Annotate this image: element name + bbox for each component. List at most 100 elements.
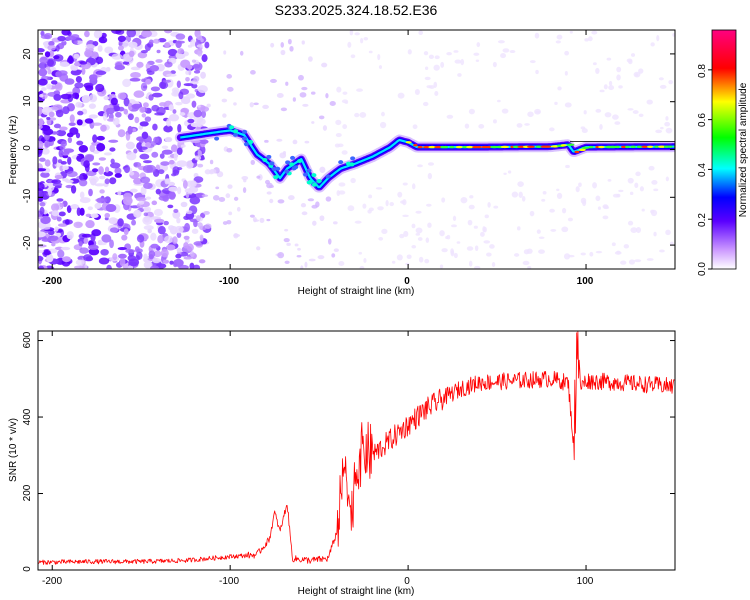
signal-blob [325, 174, 331, 179]
noise-blob [90, 213, 99, 218]
noise-blob [79, 247, 89, 254]
noise-blob [222, 113, 227, 118]
noise-blob [285, 81, 289, 86]
noise-blob [70, 66, 79, 71]
snr-xtick-0: 0 [404, 576, 410, 587]
noise-blob [64, 78, 75, 85]
noise-blob [103, 152, 112, 156]
noise-blob [38, 124, 43, 130]
noise-blob [73, 40, 78, 45]
noise-blob [628, 259, 636, 265]
noise-blob [123, 108, 129, 115]
noise-blob [476, 42, 481, 48]
noise-blob [87, 206, 93, 211]
noise-blob [638, 113, 644, 118]
noise-blob [78, 241, 83, 247]
noise-blob [117, 45, 124, 51]
noise-blob [51, 210, 60, 217]
noise-blob [115, 111, 122, 118]
noise-blob [117, 35, 126, 42]
noise-blob [71, 92, 80, 99]
noise-blob [176, 80, 181, 88]
noise-blob [439, 230, 445, 237]
noise-blob [133, 148, 138, 154]
noise-blob [341, 150, 348, 155]
noise-blob [378, 65, 383, 69]
noise-blob [276, 138, 283, 142]
noise-blob [616, 193, 621, 198]
noise-blob [169, 260, 174, 265]
noise-blob [426, 85, 432, 89]
noise-blob [397, 191, 403, 198]
noise-blob [153, 208, 163, 216]
noise-blob [56, 232, 62, 238]
noise-blob [102, 112, 108, 121]
signal-blob [273, 175, 279, 180]
noise-blob [502, 48, 510, 53]
noise-blob [166, 73, 177, 77]
noise-blob [38, 106, 44, 116]
noise-blob [98, 157, 107, 161]
signal-peak [636, 145, 642, 149]
noise-blob [193, 176, 204, 183]
noise-blob [298, 74, 304, 81]
signal-blob [248, 139, 254, 144]
noise-blob [450, 248, 454, 255]
noise-blob [308, 56, 313, 62]
noise-blob [152, 257, 161, 264]
noise-blob [669, 241, 674, 246]
noise-blob [168, 191, 176, 200]
noise-blob [164, 235, 174, 244]
noise-blob [233, 196, 239, 201]
signal-blob [243, 142, 249, 147]
noise-blob [199, 139, 209, 145]
noise-blob [79, 191, 85, 199]
noise-blob [95, 70, 107, 75]
noise-blob [564, 50, 570, 56]
noise-blob [114, 167, 122, 175]
noise-blob [67, 31, 72, 37]
noise-blob [363, 36, 369, 41]
noise-blob [397, 92, 405, 99]
noise-blob [60, 93, 72, 100]
noise-blob [417, 237, 423, 241]
noise-blob [292, 139, 298, 145]
noise-blob [79, 207, 85, 216]
noise-blob [101, 234, 112, 243]
noise-blob [56, 129, 67, 137]
noise-blob [529, 210, 535, 217]
noise-blob [189, 196, 201, 205]
noise-blob [143, 182, 153, 189]
noise-blob [38, 197, 44, 202]
noise-blob [250, 159, 256, 165]
noise-blob [580, 197, 587, 204]
noise-blob [243, 178, 247, 183]
signal-peak [442, 145, 449, 149]
noise-blob [192, 264, 201, 269]
noise-blob [536, 229, 541, 234]
noise-blob [88, 248, 100, 256]
noise-blob [140, 82, 148, 92]
signal-peak [574, 150, 580, 154]
noise-blob [627, 177, 634, 184]
noise-blob [629, 191, 634, 196]
noise-blob [557, 86, 562, 91]
noise-blob [55, 45, 60, 52]
snr-ylabel: SNR (10 * v/v) [8, 418, 19, 482]
noise-blob [591, 30, 598, 35]
noise-blob [569, 30, 573, 34]
noise-blob [611, 242, 616, 247]
signal-blob [311, 173, 317, 178]
noise-blob [446, 114, 454, 119]
noise-blob [127, 113, 134, 121]
noise-blob [131, 219, 136, 226]
noise-blob [627, 220, 634, 226]
noise-blob [417, 164, 423, 168]
noise-blob [148, 250, 156, 258]
signal-peak [581, 146, 590, 149]
noise-blob [333, 248, 339, 253]
noise-blob [122, 61, 130, 65]
noise-blob [109, 177, 117, 185]
signal-peak [428, 145, 436, 149]
noise-blob [280, 42, 284, 48]
